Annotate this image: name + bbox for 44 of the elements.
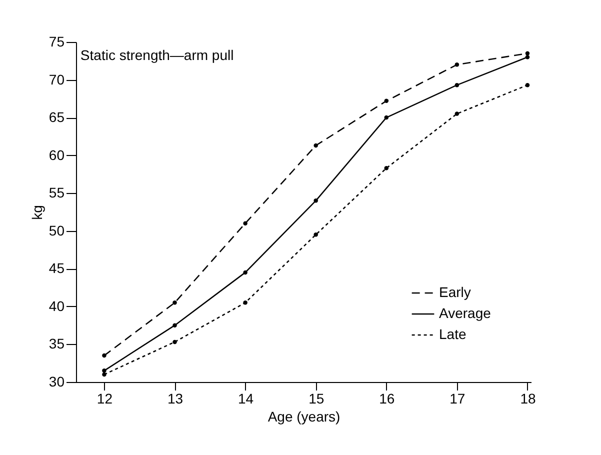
x-tick-label: 12 [96, 390, 113, 406]
point [454, 112, 460, 116]
point [384, 115, 389, 120]
point [525, 51, 530, 56]
x-tick-label: 17 [450, 390, 466, 406]
legend-label: Early [439, 284, 471, 300]
x-tick-label: 18 [520, 390, 536, 406]
point [243, 270, 248, 275]
y-axis-title: kg [28, 205, 45, 220]
y-tick-label: 70 [48, 71, 65, 88]
point [525, 82, 530, 88]
y-tick-label: 35 [48, 336, 65, 352]
x-axis-title: Age (years) [268, 408, 340, 424]
y-tick-label: 60 [48, 146, 65, 163]
y-tick-label: 40 [48, 298, 65, 314]
y-tick-label: 55 [48, 184, 65, 201]
chart-title: Static strength—arm pull [80, 47, 234, 63]
y-tick-label: 45 [48, 260, 65, 276]
legend-label: Average [439, 305, 492, 321]
point [314, 143, 318, 148]
point [102, 372, 106, 377]
point [243, 221, 248, 226]
x-tick-label: 13 [167, 390, 184, 406]
point [243, 300, 248, 305]
point [384, 166, 389, 170]
x-tick-label: 14 [238, 390, 254, 406]
point [172, 340, 177, 344]
point [102, 368, 106, 373]
legend-label: Late [439, 326, 466, 342]
point [314, 232, 318, 237]
point [525, 54, 530, 60]
point [172, 300, 177, 305]
point [454, 82, 460, 88]
y-tick-label: 30 [48, 374, 65, 390]
point [384, 98, 389, 104]
x-tick-label: 16 [379, 390, 395, 406]
y-tick-label: 75 [48, 34, 65, 50]
y-tick-label: 65 [48, 109, 65, 126]
point [454, 62, 460, 67]
y-tick-label: 50 [48, 222, 65, 238]
point [314, 198, 318, 203]
point [102, 353, 106, 358]
x-tick-label: 15 [308, 390, 324, 406]
point [172, 323, 177, 328]
